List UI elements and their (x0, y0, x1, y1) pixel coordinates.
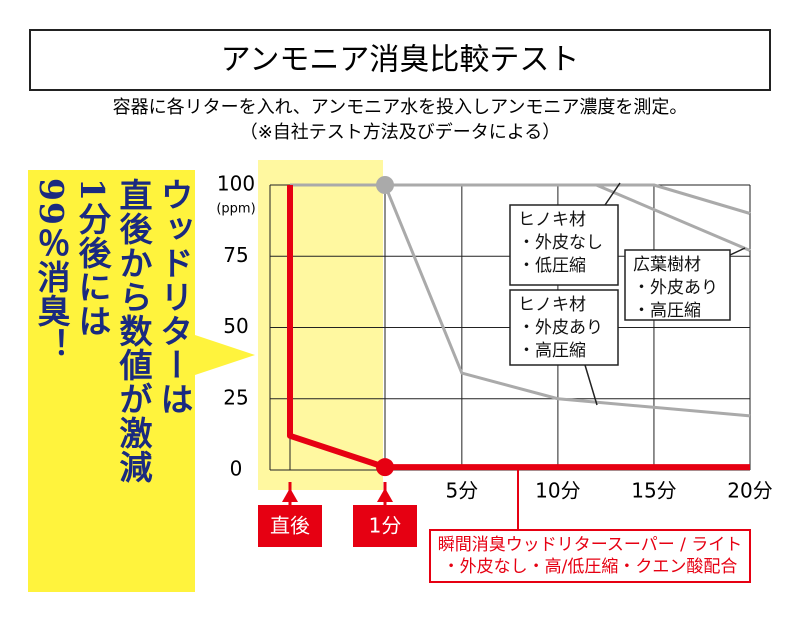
callout-line: ウッドリターは (155, 178, 194, 416)
y-tick-label: 50 (223, 314, 248, 338)
legend-detail: ・外皮なし (518, 233, 603, 253)
legend-box (509, 289, 619, 366)
x-tick-label: 1分 (369, 514, 402, 538)
legend-detail: ・外皮あり (518, 318, 603, 338)
legend-detail: ・高圧縮 (518, 341, 586, 361)
y-tick-label: 0 (230, 457, 243, 481)
tick-arrow (282, 488, 298, 502)
legend-box (509, 204, 619, 286)
legend-name: 広葉樹材 (633, 255, 701, 275)
callout-line: 99％消臭！ (32, 178, 71, 362)
subtitle: （※自社テスト方法及びデータによる） (240, 122, 561, 143)
y-unit: (ppm) (216, 202, 255, 217)
legend-detail: ・外皮なし・高/低圧縮・クエン酸配合 (443, 557, 738, 577)
y-tick-label: 25 (223, 385, 248, 409)
y-tick-label: 100 (217, 172, 255, 196)
callout-line: 1分後には (73, 178, 112, 338)
legend-detail: ・低圧縮 (518, 256, 586, 276)
x-tick-label: 20分 (727, 479, 772, 503)
subtitle: 容器に各リターを入れ、アンモニア水を投入しアンモニア濃度を測定。 (113, 97, 688, 118)
point-marker (376, 458, 394, 477)
legend-box (429, 529, 751, 583)
highlight-band (258, 160, 383, 490)
leader-line (584, 364, 598, 406)
legend-detail: ・高圧縮 (633, 301, 701, 321)
callout-line: 直後から数値が激減 (114, 178, 153, 484)
leader-line (729, 247, 746, 256)
legend-box (624, 249, 731, 321)
legend-name: 瞬間消臭ウッドリタースーパー / ライト (438, 535, 743, 555)
x-tick-box (353, 505, 417, 547)
tick-arrow (377, 488, 393, 502)
x-tick-label: 10分 (535, 479, 580, 503)
x-tick-label: 5分 (445, 479, 478, 503)
legend-detail: ・外皮あり (633, 278, 718, 298)
chart-title: アンモニア消臭比較テスト (221, 43, 580, 78)
x-tick-label: 15分 (631, 479, 676, 503)
y-tick-label: 75 (223, 243, 248, 267)
series-line (290, 183, 751, 418)
leader-line (604, 182, 621, 206)
legend-name: ヒノキ材 (518, 210, 586, 230)
x-tick-box (258, 505, 322, 547)
point-marker (376, 176, 394, 194)
title-box (29, 29, 771, 91)
callout-bubble (28, 170, 255, 592)
series-line (287, 185, 750, 471)
x-tick-label: 直後 (270, 514, 310, 538)
legend-name: ヒノキ材 (518, 295, 586, 315)
callout-text: ウッドリターは 直後から数値が激減 1分後には 99％消臭！ (30, 178, 195, 583)
